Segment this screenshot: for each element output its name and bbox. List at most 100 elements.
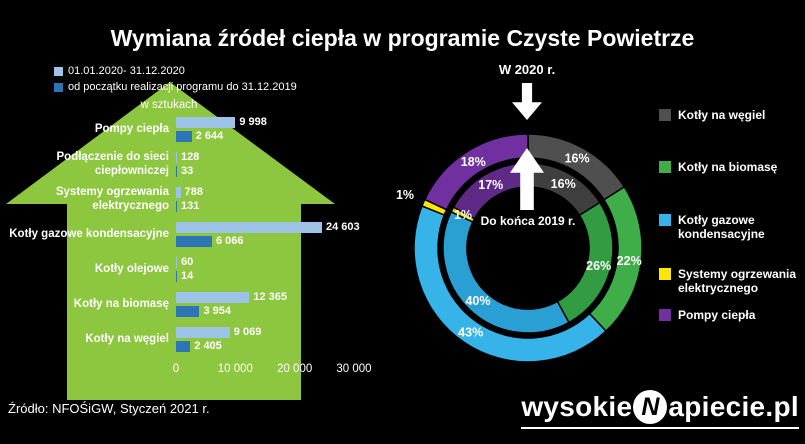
donut-percent-label: 17% [478,178,503,192]
donut-percent-label: 43% [458,325,483,339]
logo-text-suffix: apiecie.pl [668,391,799,422]
bar-value-label: 12 365 [253,291,288,303]
donut-legend-item: Kotły gazowe kondensacyjne [659,213,805,242]
bar-line: 2 405 [176,341,392,352]
x-axis-tick-label: 30 000 [336,363,372,375]
bar-category-label: Kotły na biomasę [73,297,169,310]
donut-percent-label: 16% [565,152,590,166]
bar-segment [176,187,181,198]
donut-legend-label: Pompy ciepła [678,308,756,323]
bar-pair: 24 603 6 066 [176,222,392,247]
donut-legend-item: Kotły na węgiel [659,108,805,122]
bar-line: 3 954 [176,306,392,317]
donut-svg: 16% 22% 43% 1% 18% 16% 26% 40% 1% 17% [396,133,643,363]
donut-legend-label: Systemy ogrzewania elektrycznego [678,266,797,295]
bar-category-label: Podłączenie do sieci ciepłowniczej [56,151,169,177]
bar-pair: 128 33 [176,152,392,177]
source-note: Źródło: NFOŚiGW, Styczeń 2021 r. [8,401,210,416]
bar-category-label: Kotły gazowe kondensacyjne [9,227,169,240]
donut-legend-item: Systemy ogrzewania elektrycznego [659,267,805,296]
bar-value-label: 2 405 [194,340,222,352]
legend-swatch [659,267,671,280]
bar-pair: 60 14 [176,257,392,282]
legend-swatch [54,82,63,92]
bar-value-label: 60 [181,256,194,268]
legend-swatch [54,66,63,76]
bar-segment [176,152,177,163]
bar-chart-legend: 01.01.2020- 31.12.2020 od początku realiz… [54,65,297,97]
bar-line: 12 365 [176,292,392,303]
bar-category-label: Pompy ciepła [94,122,169,135]
bar-value-label: 131 [181,200,200,212]
bar-category-label: Kotły olejowe [94,262,169,275]
bar-legend-label: 01.01.2020- 31.12.2020 [68,65,185,77]
bar-segment [176,271,177,282]
donut-legend-item: Pompy ciepła [659,308,805,322]
bar-line: 6 066 [176,236,392,247]
bar-segment [176,117,236,128]
donut-legend-label: Kotły na węgiel [678,108,766,122]
bar-value-label: 24 603 [325,221,360,233]
legend-swatch [659,161,671,174]
bar-segment [176,201,177,212]
legend-swatch [659,109,671,121]
donut-chart: 16% 22% 43% 1% 18% 16% 26% 40% 1% 17% [390,118,670,378]
x-axis-tick-label: 20 000 [277,363,313,375]
bar-segment [176,257,177,268]
donut-percent-label: 40% [465,294,490,308]
bar-chart: Pompy ciepła 9 998 2 644 Podłączenie do sie… [0,112,392,357]
bar-segment [176,327,230,338]
bar-row: Systemy ogrzewania elektrycznego 788 131 [0,182,392,217]
bar-chart-x-axis: 0 10 000 20 000 30 000 [0,363,392,378]
bar-line: 9 069 [176,327,392,338]
unit-note: w sztukach [140,99,198,111]
legend-swatch [659,309,671,322]
bar-value-label: 788 [184,186,204,198]
bar-row: Kotły na biomasę 12 365 3 954 [0,287,392,322]
bar-legend-label: od początku realizacji programu do 31.12… [68,81,297,93]
logo: wysokie N apiecie.pl [521,390,799,429]
bar-line: 33 [176,166,392,177]
logo-n-icon: N [633,390,668,424]
page-title: Wymiana źródeł ciepła w programie Czyste… [110,25,695,51]
bar-value-label: 14 [181,270,194,282]
bar-segment [176,306,200,317]
bar-line: 131 [176,201,392,212]
donut-legend-label: Kotły na biomasę [678,160,778,175]
bar-row: Podłączenie do sieci ciepłowniczej 128 33 [0,147,392,182]
bar-pair: 788 131 [176,187,392,212]
bar-value-label: 128 [181,151,200,163]
x-axis-tick-label: 10 000 [217,363,253,375]
donut-legend-item: Kotły na biomasę [659,160,805,174]
donut-percent-label: 1% [454,208,472,222]
bar-legend-item: 01.01.2020- 31.12.2020 [54,65,297,77]
bar-segment [176,341,191,352]
donut-inner-ring-label: Do końca 2019 r. [480,214,576,228]
donut-outer-segment [423,133,529,211]
bar-legend-item: od początku realizacji programu do 31.12… [54,81,297,93]
bar-line: 9 998 [176,117,392,128]
donut-percent-label: 26% [586,259,611,273]
bar-line: 788 [176,187,392,198]
bar-pair: 9 998 2 644 [176,117,392,142]
bar-line: 60 [176,257,392,268]
bar-category-label: Systemy ogrzewania elektrycznego [55,186,169,212]
bar-value-label: 6 066 [215,235,244,247]
bar-row: Kotły na węgiel 9 069 2 405 [0,322,392,357]
donut-percent-label: 22% [617,254,642,268]
bar-value-label: 33 [181,165,194,177]
logo-text-prefix: wysokie [521,391,633,422]
bar-value-label: 9 069 [233,326,262,338]
bar-row: Kotły olejowe 60 14 [0,252,392,287]
donut-legend-label: Kotły gazowe kondensacyjne [678,212,765,242]
bar-row: Pompy ciepła 9 998 2 644 [0,112,392,147]
bar-line: 128 [176,152,392,163]
bar-value-label: 9 998 [239,116,267,128]
down-arrow-icon [512,83,542,120]
legend-swatch [659,213,671,226]
donut-percent-label: 16% [551,177,576,191]
bar-line: 24 603 [176,222,392,233]
bar-pair: 9 069 2 405 [176,327,392,352]
bar-pair: 12 365 3 954 [176,292,392,317]
